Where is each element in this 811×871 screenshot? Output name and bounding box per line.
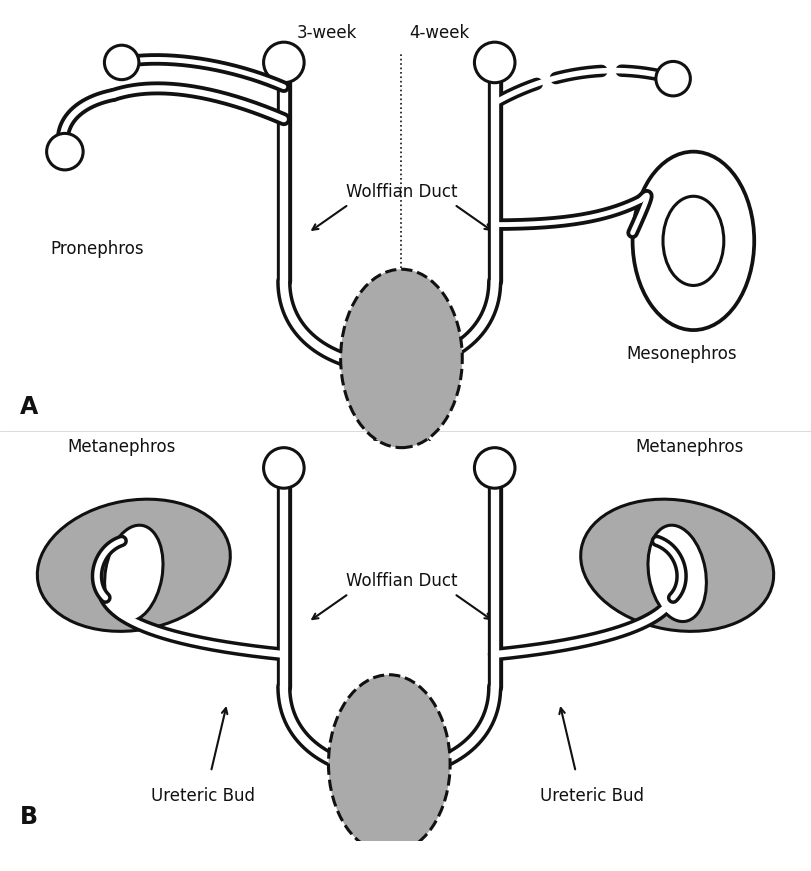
Circle shape xyxy=(474,42,515,83)
Text: Ureteric Bud: Ureteric Bud xyxy=(151,787,255,806)
Circle shape xyxy=(656,62,690,96)
Text: 3-week: 3-week xyxy=(297,24,357,42)
Ellipse shape xyxy=(581,499,774,631)
Text: Metanephros: Metanephros xyxy=(67,438,176,456)
Text: 4-week: 4-week xyxy=(410,24,470,42)
Ellipse shape xyxy=(341,269,462,448)
Circle shape xyxy=(47,133,84,170)
Circle shape xyxy=(264,448,304,489)
Ellipse shape xyxy=(633,152,754,330)
Text: Pronephros: Pronephros xyxy=(50,240,144,258)
Text: Ureteric Bud: Ureteric Bud xyxy=(540,787,644,806)
Text: 5-week: 5-week xyxy=(371,428,431,445)
Circle shape xyxy=(105,45,139,79)
Ellipse shape xyxy=(105,525,163,622)
Text: Metanephros: Metanephros xyxy=(635,438,744,456)
Ellipse shape xyxy=(648,525,706,622)
Circle shape xyxy=(474,448,515,489)
Ellipse shape xyxy=(328,675,450,854)
Text: B: B xyxy=(20,805,38,829)
Circle shape xyxy=(264,42,304,83)
Text: Wolffian Duct: Wolffian Duct xyxy=(345,572,457,591)
Text: Mesonephros: Mesonephros xyxy=(626,346,736,363)
Text: A: A xyxy=(20,395,39,419)
Text: Wolffian Duct: Wolffian Duct xyxy=(345,183,457,201)
Ellipse shape xyxy=(37,499,230,631)
Ellipse shape xyxy=(663,196,724,286)
